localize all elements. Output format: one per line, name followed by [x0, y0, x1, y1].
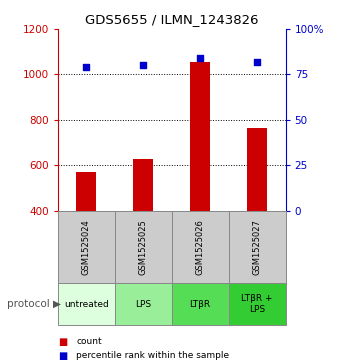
Text: LTβR: LTβR — [190, 299, 211, 309]
Bar — [133, 159, 153, 211]
Bar — [76, 172, 96, 211]
Text: GSM1525025: GSM1525025 — [139, 219, 148, 275]
Point — [140, 62, 146, 68]
Point — [198, 55, 203, 61]
Text: LPS: LPS — [135, 299, 151, 309]
Text: percentile rank within the sample: percentile rank within the sample — [76, 351, 230, 360]
Text: GSM1525024: GSM1525024 — [82, 219, 91, 275]
Point — [84, 64, 89, 70]
Point — [254, 59, 260, 65]
Text: GSM1525026: GSM1525026 — [196, 219, 205, 275]
Text: GSM1525027: GSM1525027 — [253, 219, 261, 275]
Bar — [190, 62, 210, 211]
Text: LTβR +
LPS: LTβR + LPS — [241, 294, 273, 314]
Title: GDS5655 / ILMN_1243826: GDS5655 / ILMN_1243826 — [85, 13, 258, 26]
Bar — [247, 128, 267, 211]
Text: ■: ■ — [58, 337, 67, 347]
Text: protocol ▶: protocol ▶ — [7, 299, 61, 309]
Text: ■: ■ — [58, 351, 67, 361]
Text: count: count — [76, 338, 102, 346]
Text: untreated: untreated — [64, 299, 109, 309]
